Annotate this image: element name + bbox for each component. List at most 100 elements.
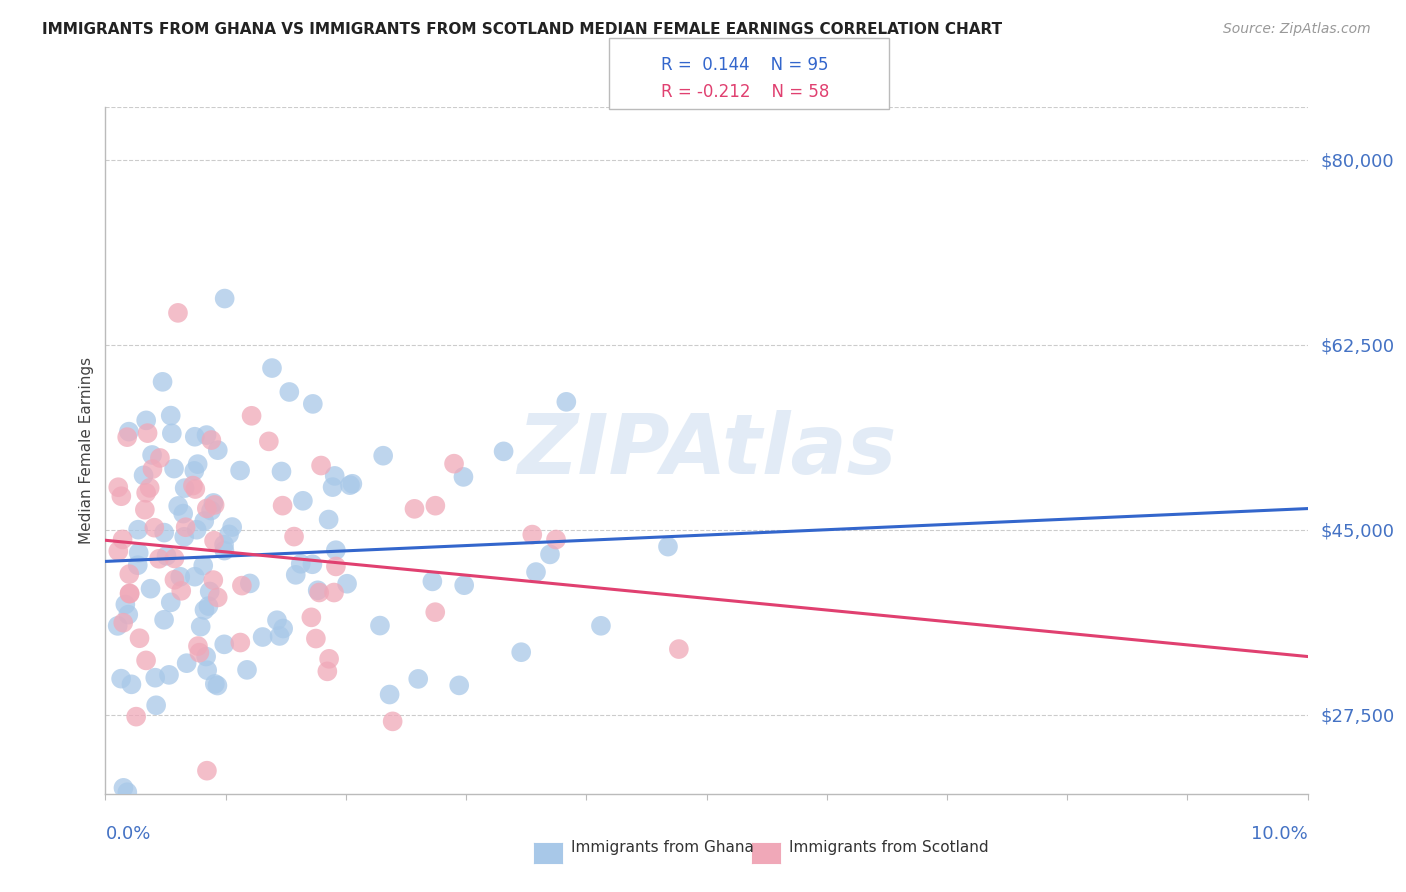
Point <box>270 465 292 479</box>
Point <box>212 637 235 651</box>
Point <box>336 576 359 591</box>
Point <box>257 434 280 449</box>
Point <box>221 520 243 534</box>
Point <box>193 514 215 528</box>
Point <box>135 653 157 667</box>
Point <box>278 384 301 399</box>
Point <box>657 540 679 554</box>
Point <box>155 549 177 563</box>
Point <box>322 480 344 494</box>
Point <box>323 585 346 599</box>
Point <box>522 527 544 541</box>
Point <box>339 478 361 492</box>
Point <box>342 476 364 491</box>
Point <box>212 538 235 552</box>
Point <box>172 507 194 521</box>
Point <box>143 521 166 535</box>
Point <box>184 482 207 496</box>
Point <box>668 642 690 657</box>
Point <box>207 591 229 605</box>
Point <box>181 478 204 492</box>
Point <box>173 530 195 544</box>
Point <box>145 698 167 713</box>
Point <box>167 499 190 513</box>
Point <box>120 677 142 691</box>
Text: IMMIGRANTS FROM GHANA VS IMMIGRANTS FROM SCOTLAND MEDIAN FEMALE EARNINGS CORRELA: IMMIGRANTS FROM GHANA VS IMMIGRANTS FROM… <box>42 22 1002 37</box>
Point <box>422 574 444 589</box>
Point <box>141 448 163 462</box>
Point <box>173 481 195 495</box>
Point <box>406 672 429 686</box>
Point <box>299 610 322 624</box>
Point <box>453 470 475 484</box>
Text: Immigrants from Ghana: Immigrants from Ghana <box>571 840 754 855</box>
Point <box>159 409 181 423</box>
Point <box>200 433 222 447</box>
Point <box>318 652 340 666</box>
Text: R = -0.212    N = 58: R = -0.212 N = 58 <box>661 83 830 101</box>
Point <box>202 573 225 587</box>
Point <box>153 613 176 627</box>
Text: ZIPAtlas: ZIPAtlas <box>517 410 896 491</box>
Point <box>510 645 533 659</box>
Point <box>195 428 218 442</box>
Point <box>284 567 307 582</box>
Point <box>127 523 149 537</box>
Point <box>538 548 561 562</box>
Point <box>202 533 225 548</box>
Point <box>118 425 141 439</box>
Point <box>252 630 274 644</box>
Point <box>138 481 160 495</box>
Point <box>207 679 229 693</box>
Point <box>229 635 252 649</box>
Point <box>271 499 294 513</box>
Point <box>117 607 139 622</box>
Point <box>149 450 172 465</box>
Point <box>325 543 347 558</box>
Point <box>186 523 208 537</box>
Point <box>184 430 207 444</box>
Point <box>125 709 148 723</box>
Point <box>132 468 155 483</box>
Point <box>112 780 135 795</box>
Point <box>204 677 226 691</box>
Point <box>323 469 346 483</box>
Point <box>381 714 404 729</box>
Point <box>128 632 150 646</box>
Point <box>110 672 132 686</box>
Point <box>114 598 136 612</box>
Point <box>127 558 149 573</box>
Point <box>195 764 218 778</box>
Point <box>269 629 291 643</box>
Point <box>193 558 215 573</box>
Point <box>378 688 401 702</box>
Point <box>290 557 312 571</box>
Point <box>318 512 340 526</box>
Point <box>555 394 578 409</box>
Point <box>184 569 207 583</box>
Point <box>260 361 283 376</box>
Point <box>118 567 141 582</box>
Point <box>443 457 465 471</box>
Point <box>544 533 567 547</box>
Point <box>188 646 211 660</box>
Point <box>163 551 186 566</box>
Point <box>425 605 447 619</box>
Point <box>117 785 139 799</box>
Point <box>134 502 156 516</box>
Point <box>453 578 475 592</box>
Point <box>128 546 150 560</box>
Point <box>135 485 157 500</box>
Point <box>291 493 314 508</box>
Point <box>135 413 157 427</box>
Point <box>207 443 229 458</box>
Point <box>111 533 134 547</box>
Point <box>200 503 222 517</box>
Point <box>214 543 236 558</box>
Point <box>170 583 193 598</box>
Point <box>325 559 347 574</box>
Point <box>214 292 236 306</box>
Point <box>198 584 221 599</box>
Point <box>195 501 218 516</box>
Point <box>148 551 170 566</box>
